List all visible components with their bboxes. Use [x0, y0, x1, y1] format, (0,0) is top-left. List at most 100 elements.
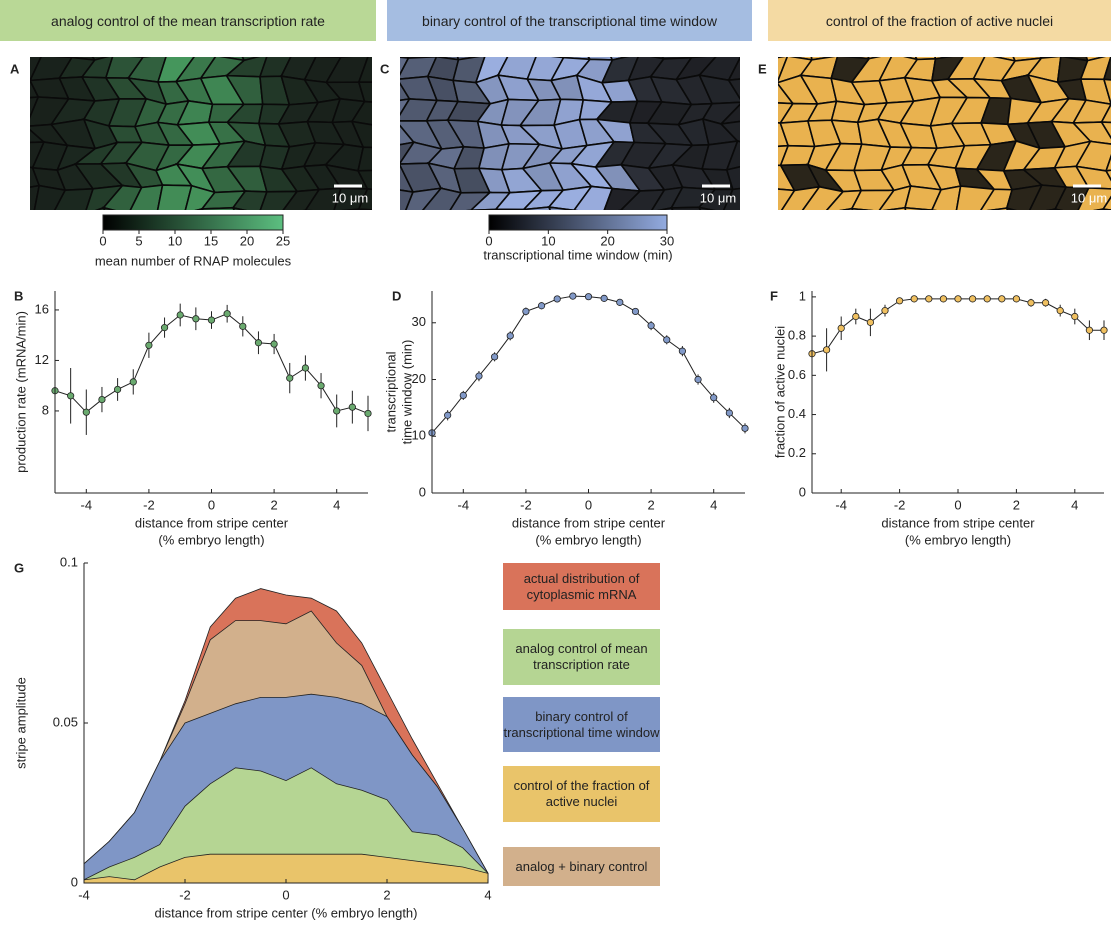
data-point	[476, 373, 482, 379]
nucleus-cell	[7, 214, 46, 236]
colorbar	[489, 215, 667, 230]
data-point	[853, 313, 859, 319]
panel-letter: B	[14, 288, 23, 303]
data-point	[208, 317, 214, 323]
micrograph: 10 μm	[370, 31, 792, 236]
data-point	[896, 298, 902, 304]
panel-letter: D	[392, 288, 401, 303]
x-axis-label: (% embryo length)	[905, 532, 1011, 547]
y-tick-label: 8	[42, 402, 49, 417]
y-tick-label: 16	[35, 301, 49, 316]
data-point	[1086, 327, 1092, 333]
nucleus-cell	[753, 214, 788, 237]
nucleus-cell	[7, 186, 39, 215]
x-axis-label: distance from stripe center (% embryo le…	[155, 905, 418, 920]
data-point	[99, 396, 105, 402]
data-point	[271, 341, 277, 347]
panel-letter: F	[770, 288, 778, 303]
nucleus-cell	[779, 214, 820, 236]
panel-letter: C	[380, 61, 390, 76]
y-tick-label: 12	[35, 352, 49, 367]
x-tick-label: 2	[383, 887, 390, 902]
nucleus-cell	[727, 165, 767, 189]
data-point	[507, 333, 513, 339]
data-point	[867, 319, 873, 325]
data-point	[1057, 307, 1063, 313]
data-point	[193, 316, 199, 322]
colorbar-tick-label: 10	[541, 233, 555, 248]
nucleus-cell	[54, 211, 96, 235]
data-point	[601, 295, 607, 301]
nucleus-cell	[375, 214, 414, 232]
data-point	[255, 340, 261, 346]
x-tick-label: 0	[954, 497, 961, 512]
data-point	[287, 375, 293, 381]
nucleus-cell	[747, 211, 788, 234]
x-tick-label: 2	[647, 497, 654, 512]
y-tick-label: 0.4	[788, 406, 806, 421]
y-tick-label: 0	[799, 484, 806, 499]
data-point	[695, 376, 701, 382]
data-point	[302, 365, 308, 371]
x-axis-label: distance from stripe center	[512, 515, 666, 530]
x-axis-label: distance from stripe center	[881, 515, 1035, 530]
x-tick-label: 4	[1071, 497, 1078, 512]
nucleus-cell	[956, 212, 991, 233]
nucleus-cell	[1103, 209, 1111, 235]
x-tick-label: -2	[520, 497, 532, 512]
colorbar-tick-label: 0	[99, 233, 106, 248]
data-point	[726, 410, 732, 416]
data-point	[617, 299, 623, 305]
y-tick-label: 0.2	[788, 445, 806, 460]
x-tick-label: -4	[78, 887, 90, 902]
data-point	[585, 293, 591, 299]
data-point	[1072, 313, 1078, 319]
x-tick-label: -4	[81, 497, 93, 512]
nucleus-cell	[699, 207, 734, 233]
data-point	[334, 408, 340, 414]
y-tick-label: 0	[419, 484, 426, 499]
data-point	[67, 393, 73, 399]
micrograph: 10 μm	[749, 31, 1111, 236]
data-point	[538, 303, 544, 309]
colorbar-tick-label: 5	[135, 233, 142, 248]
data-point	[1028, 300, 1034, 306]
y-tick-label: 0.05	[53, 714, 78, 729]
nucleus-cell	[375, 188, 413, 214]
scale-bar-label: 10 μm	[700, 190, 736, 205]
data-point	[146, 342, 152, 348]
x-tick-label: 2	[1013, 497, 1020, 512]
data-point	[955, 296, 961, 302]
data-point	[114, 386, 120, 392]
nucleus-cell	[382, 209, 419, 236]
data-point	[823, 347, 829, 353]
y-tick-label: 0	[71, 874, 78, 889]
nucleus-cell	[879, 208, 911, 237]
x-tick-label: -2	[143, 497, 155, 512]
data-line	[432, 296, 745, 433]
data-point	[365, 410, 371, 416]
data-point	[460, 392, 466, 398]
micrograph: 10 μm	[0, 31, 422, 236]
nucleus-cell	[723, 212, 767, 233]
y-axis-label: fraction of active nuclei	[772, 326, 787, 458]
header: control of the fraction of active nuclei	[768, 0, 1111, 41]
data-point	[984, 296, 990, 302]
header: analog control of the mean transcription…	[0, 0, 376, 41]
x-tick-label: 2	[270, 497, 277, 512]
panel-letter: A	[10, 61, 20, 76]
panel-letter: E	[758, 61, 767, 76]
nucleus-cell	[1077, 209, 1111, 237]
x-tick-label: 0	[208, 497, 215, 512]
data-point	[926, 296, 932, 302]
panel-letter: G	[14, 560, 24, 575]
colorbar-tick-label: 15	[204, 233, 218, 248]
data-point	[240, 323, 246, 329]
data-point	[224, 311, 230, 317]
data-point	[679, 348, 685, 354]
data-point	[711, 394, 717, 400]
x-tick-label: 4	[333, 497, 340, 512]
nucleus-cell	[449, 210, 483, 230]
nucleus-cell	[281, 211, 320, 234]
y-tick-label: 30	[412, 314, 426, 329]
